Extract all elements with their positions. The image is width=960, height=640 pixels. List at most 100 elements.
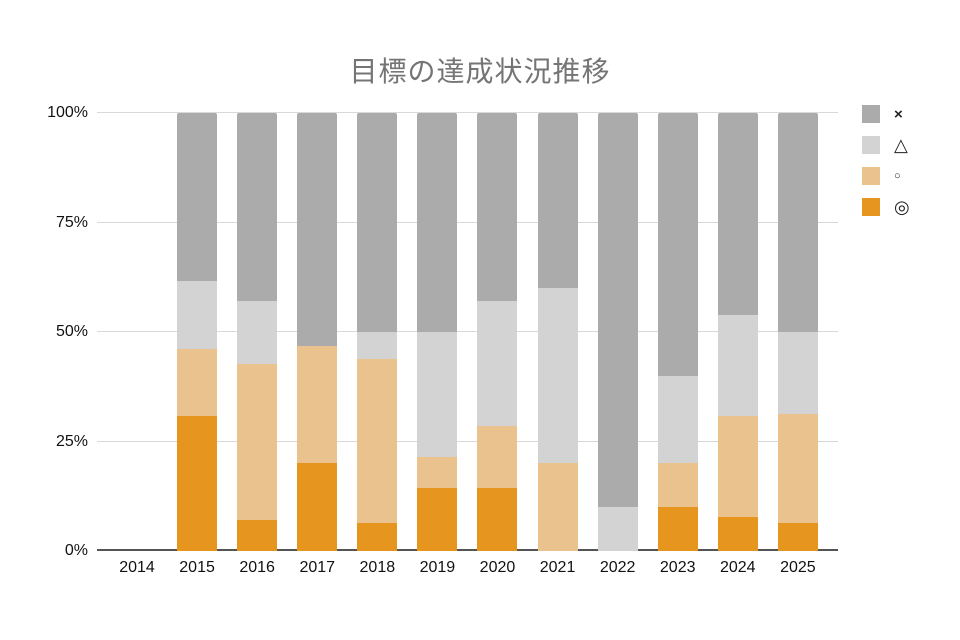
legend-symbol: × (894, 105, 903, 123)
x-axis-labels: 2014 2015 2016 2017 2018 2019 2020 2021 2022 2023… (97, 557, 838, 578)
bar-segment-△[interactable] (537, 288, 578, 464)
x-tick-label: 2015 (179, 559, 215, 576)
plot-area (97, 112, 838, 551)
bar-segment-×[interactable] (357, 113, 398, 333)
bar-segment-○[interactable] (657, 463, 698, 508)
x-axis-line (97, 549, 838, 551)
legend-symbol: △ (894, 134, 908, 155)
bar-column (648, 113, 708, 551)
bar-column (167, 113, 227, 551)
bar-column (347, 113, 407, 551)
stacked-bar (597, 113, 638, 551)
bar-segment-△[interactable] (777, 332, 818, 414)
bar-segment-○[interactable] (537, 463, 578, 551)
legend-symbol: ◎ (894, 196, 910, 217)
bar-column (407, 113, 467, 551)
x-tick-label: 2023 (659, 559, 696, 576)
legend-item[interactable]: △ (862, 134, 952, 155)
bar-segment-◎[interactable] (477, 488, 518, 551)
bar-segment-×[interactable] (717, 113, 758, 315)
legend-symbol: ○ (894, 170, 901, 182)
y-tick-label: 100% (47, 104, 88, 121)
bar-segment-×[interactable] (657, 113, 698, 376)
bar-segment-△[interactable] (717, 314, 758, 417)
x-tick-label: 2020 (479, 559, 516, 576)
x-tick-label: 2018 (359, 559, 396, 576)
bar-segment-○[interactable] (237, 363, 278, 520)
legend-swatch (862, 136, 880, 154)
bar-column (708, 113, 768, 551)
bar-segment-○[interactable] (177, 348, 218, 417)
bar-segment-△[interactable] (597, 507, 638, 551)
legend-item[interactable]: ○ (862, 167, 952, 185)
stacked-bar (477, 113, 518, 551)
stacked-bar (177, 113, 218, 551)
x-tick-label: 2024 (719, 559, 756, 576)
bar-segment-×[interactable] (177, 113, 218, 282)
bar-segment-△[interactable] (417, 332, 458, 458)
bar-column (588, 113, 648, 551)
gridline (97, 440, 838, 442)
bar-segment-◎[interactable] (237, 519, 278, 551)
bar-segment-◎[interactable] (777, 523, 818, 551)
bar-segment-◎[interactable] (717, 517, 758, 551)
x-tick-label: 2022 (599, 559, 636, 576)
bar-segment-○[interactable] (417, 457, 458, 489)
bar-column (467, 113, 527, 551)
stacked-bar (237, 113, 278, 551)
bar-segment-△[interactable] (177, 281, 218, 349)
stacked-bar (297, 113, 338, 551)
bar-segment-△[interactable] (237, 300, 278, 364)
bar-segment-×[interactable] (597, 113, 638, 508)
legend-item[interactable]: × (862, 105, 952, 123)
bar-column (768, 113, 828, 551)
chart-title: 目標の達成状況推移 (349, 56, 611, 87)
y-tick-label: 50% (55, 323, 88, 340)
bar-column (227, 113, 287, 551)
stacked-bar (717, 113, 758, 551)
bar-segment-◎[interactable] (657, 507, 698, 551)
x-tick-label: 2016 (239, 559, 275, 576)
bar-segment-△[interactable] (657, 375, 698, 464)
bar-column (528, 113, 588, 551)
bar-segment-◎[interactable] (297, 463, 338, 551)
bar-segment-×[interactable] (777, 113, 818, 333)
y-tick-label: 25% (55, 432, 88, 450)
legend-item[interactable]: ◎ (862, 196, 952, 217)
legend: × △ ○ ◎ (862, 105, 952, 217)
bar-segment-○[interactable] (357, 359, 398, 524)
x-tick-label: 2019 (419, 559, 456, 576)
legend-swatch (862, 198, 880, 216)
stacked-bar (537, 113, 578, 551)
bar-segment-×[interactable] (237, 113, 278, 301)
bar-segment-△[interactable] (477, 300, 518, 426)
x-tick-label: 2025 (780, 559, 816, 576)
y-tick-label: 0% (64, 542, 88, 559)
bar-column (107, 113, 167, 551)
bar-segment-◎[interactable] (417, 488, 458, 551)
bar-segment-×[interactable] (417, 113, 458, 333)
gridline (97, 331, 838, 332)
bar-segment-○[interactable] (297, 346, 338, 464)
legend-swatch (862, 105, 880, 123)
x-tick-label: 2014 (119, 559, 155, 576)
bar-columns (97, 113, 838, 551)
stacked-bar (657, 113, 698, 551)
bar-segment-○[interactable] (777, 413, 818, 524)
bar-segment-×[interactable] (477, 113, 518, 301)
y-tick-label: 75% (55, 213, 88, 231)
bar-segment-×[interactable] (297, 113, 338, 347)
stacked-bar (777, 113, 818, 551)
stacked-bar (117, 113, 157, 551)
bar-segment-◎[interactable] (177, 416, 218, 551)
x-tick-label: 2021 (539, 559, 576, 576)
bar-segment-×[interactable] (537, 113, 578, 289)
bar-column (287, 113, 347, 551)
bar-segment-△[interactable] (357, 332, 398, 360)
bar-segment-○[interactable] (477, 425, 518, 489)
stacked-bar (417, 113, 458, 551)
bar-segment-◎[interactable] (357, 523, 398, 551)
stacked-bar (357, 113, 398, 551)
gridline (97, 221, 838, 223)
bar-segment-○[interactable] (717, 416, 758, 518)
